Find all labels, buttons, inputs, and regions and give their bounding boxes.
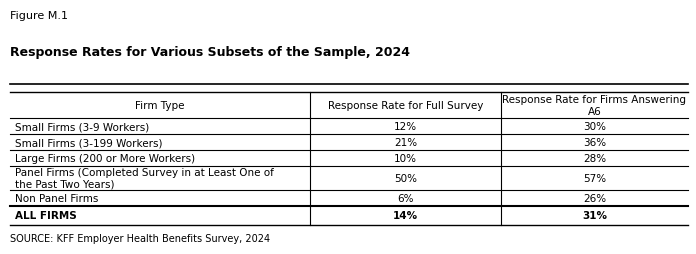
Text: 28%: 28% xyxy=(583,154,606,164)
Text: 31%: 31% xyxy=(582,210,607,220)
Text: 6%: 6% xyxy=(397,193,413,203)
Text: 12%: 12% xyxy=(394,122,417,132)
Text: SOURCE: KFF Employer Health Benefits Survey, 2024: SOURCE: KFF Employer Health Benefits Sur… xyxy=(10,233,271,243)
Text: Response Rate for Firms Answering
A6: Response Rate for Firms Answering A6 xyxy=(503,95,686,117)
Text: 26%: 26% xyxy=(583,193,606,203)
Text: Firm Type: Firm Type xyxy=(135,101,185,111)
Text: 30%: 30% xyxy=(583,122,606,132)
Text: 14%: 14% xyxy=(393,210,418,220)
Text: 21%: 21% xyxy=(394,138,417,148)
Text: 36%: 36% xyxy=(583,138,606,148)
Text: Small Firms (3-9 Workers): Small Firms (3-9 Workers) xyxy=(15,122,150,132)
Text: Figure M.1: Figure M.1 xyxy=(10,11,68,21)
Text: ALL FIRMS: ALL FIRMS xyxy=(15,210,77,220)
Text: 57%: 57% xyxy=(583,173,606,183)
Text: Response Rates for Various Subsets of the Sample, 2024: Response Rates for Various Subsets of th… xyxy=(10,46,411,59)
Text: 10%: 10% xyxy=(394,154,417,164)
Text: Panel Firms (Completed Survey in at Least One of
the Past Two Years): Panel Firms (Completed Survey in at Leas… xyxy=(15,167,274,189)
Text: Response Rate for Full Survey: Response Rate for Full Survey xyxy=(328,101,483,111)
Text: Small Firms (3-199 Workers): Small Firms (3-199 Workers) xyxy=(15,138,163,148)
Text: 50%: 50% xyxy=(394,173,417,183)
Text: Large Firms (200 or More Workers): Large Firms (200 or More Workers) xyxy=(15,154,196,164)
Text: Non Panel Firms: Non Panel Firms xyxy=(15,193,99,203)
